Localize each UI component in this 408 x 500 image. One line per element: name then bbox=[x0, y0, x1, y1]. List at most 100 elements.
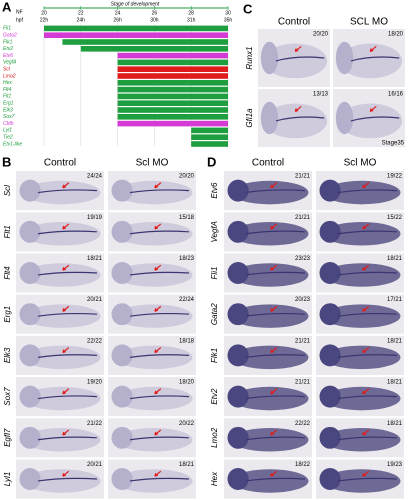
bar bbox=[117, 52, 228, 59]
embryo bbox=[231, 304, 309, 328]
count: 21/21 bbox=[295, 338, 311, 344]
gene-label: Flk1 bbox=[210, 348, 219, 363]
gene-label: Egfl7 bbox=[3, 428, 12, 447]
bar bbox=[44, 32, 228, 38]
gene-label: Gfi1a bbox=[245, 108, 254, 128]
count: 18/23 bbox=[179, 256, 195, 262]
gene-label: Flt1 bbox=[3, 225, 12, 238]
arrow bbox=[62, 264, 70, 271]
arrow bbox=[362, 347, 370, 354]
x-tick-label: 30h bbox=[150, 17, 159, 23]
vessel bbox=[337, 436, 397, 441]
note: Stage35 bbox=[382, 141, 405, 147]
vessel bbox=[245, 312, 305, 317]
arrow bbox=[362, 470, 370, 477]
embryo-head bbox=[260, 101, 279, 135]
count: 20/23 bbox=[295, 297, 311, 303]
embryo bbox=[323, 428, 401, 452]
gene-label: Elk3 bbox=[3, 347, 12, 363]
embryo-head bbox=[227, 426, 249, 449]
arrow bbox=[154, 347, 162, 354]
count: 21/21 bbox=[295, 380, 311, 386]
embryo-head bbox=[335, 41, 354, 75]
vessel bbox=[245, 395, 305, 400]
gene-label: Elk3 bbox=[3, 107, 13, 113]
embryo bbox=[115, 180, 193, 205]
count: 20/20 bbox=[313, 32, 329, 38]
vessel bbox=[337, 354, 397, 358]
count: 22/22 bbox=[87, 338, 103, 344]
embryo bbox=[115, 263, 193, 287]
embryo bbox=[23, 386, 101, 411]
panel-label: C bbox=[243, 1, 253, 16]
bar bbox=[62, 39, 229, 45]
embryo bbox=[23, 345, 101, 370]
gene-label: VegfA bbox=[3, 60, 17, 66]
embryo-head bbox=[319, 426, 341, 449]
arrow bbox=[362, 388, 370, 395]
arrow bbox=[154, 470, 162, 477]
gene-label: Flt1 bbox=[3, 94, 12, 100]
count: 24/24 bbox=[87, 174, 103, 180]
arrow bbox=[62, 182, 70, 189]
count: 18/21 bbox=[87, 256, 103, 262]
x-tick-label: 24h bbox=[77, 17, 86, 23]
count: 18/21 bbox=[387, 380, 403, 386]
count: 16/16 bbox=[388, 92, 404, 98]
vessel bbox=[37, 354, 97, 358]
embryo bbox=[231, 469, 309, 493]
vessel bbox=[245, 436, 305, 441]
embryo bbox=[323, 180, 401, 205]
count: 21/21 bbox=[295, 174, 311, 180]
gene-label: Fli1 bbox=[3, 26, 11, 32]
x-tick-label: 22 bbox=[78, 10, 84, 16]
embryo bbox=[338, 103, 403, 139]
vessel bbox=[337, 230, 397, 235]
embryo bbox=[23, 263, 101, 287]
vessel bbox=[37, 477, 97, 482]
bar bbox=[80, 46, 228, 52]
embryo-head bbox=[111, 385, 133, 408]
embryo bbox=[323, 386, 401, 411]
embryo bbox=[323, 345, 401, 370]
embryo-head bbox=[19, 468, 41, 490]
arrow bbox=[270, 347, 278, 354]
gene-label: Lyl1 bbox=[3, 128, 12, 134]
vessel bbox=[37, 395, 97, 400]
gene-label: Lmo2 bbox=[210, 427, 219, 448]
vessel bbox=[129, 271, 189, 276]
column-header: Scl MO bbox=[344, 158, 377, 169]
bar bbox=[117, 107, 228, 113]
arrow bbox=[154, 182, 162, 189]
arrow bbox=[154, 305, 162, 312]
vessel bbox=[129, 477, 189, 482]
panel-label: A bbox=[2, 0, 12, 14]
embryo-head bbox=[319, 468, 341, 490]
count: 17/21 bbox=[387, 297, 403, 303]
embryo-head bbox=[111, 179, 133, 202]
gene-label: Gata2 bbox=[210, 303, 219, 325]
bar bbox=[117, 86, 228, 93]
bar bbox=[191, 134, 228, 140]
embryo bbox=[23, 180, 101, 205]
arrow bbox=[62, 347, 70, 354]
embryo-head bbox=[319, 262, 341, 284]
embryo-head bbox=[227, 303, 249, 326]
vessel bbox=[337, 189, 397, 194]
arrow bbox=[62, 470, 70, 477]
arrow bbox=[369, 45, 377, 52]
count: 22/24 bbox=[179, 297, 195, 303]
bar bbox=[191, 127, 228, 134]
arrow bbox=[362, 429, 370, 436]
embryo bbox=[231, 222, 309, 246]
vessel bbox=[245, 354, 305, 358]
count: 23/23 bbox=[295, 256, 311, 262]
vessel bbox=[350, 116, 400, 122]
vessel bbox=[129, 354, 189, 358]
bar bbox=[117, 73, 228, 79]
embryo bbox=[231, 263, 309, 287]
embryo bbox=[115, 304, 193, 328]
embryo-head bbox=[111, 220, 133, 243]
count: 19/22 bbox=[387, 174, 403, 180]
embryo-head bbox=[111, 426, 133, 449]
